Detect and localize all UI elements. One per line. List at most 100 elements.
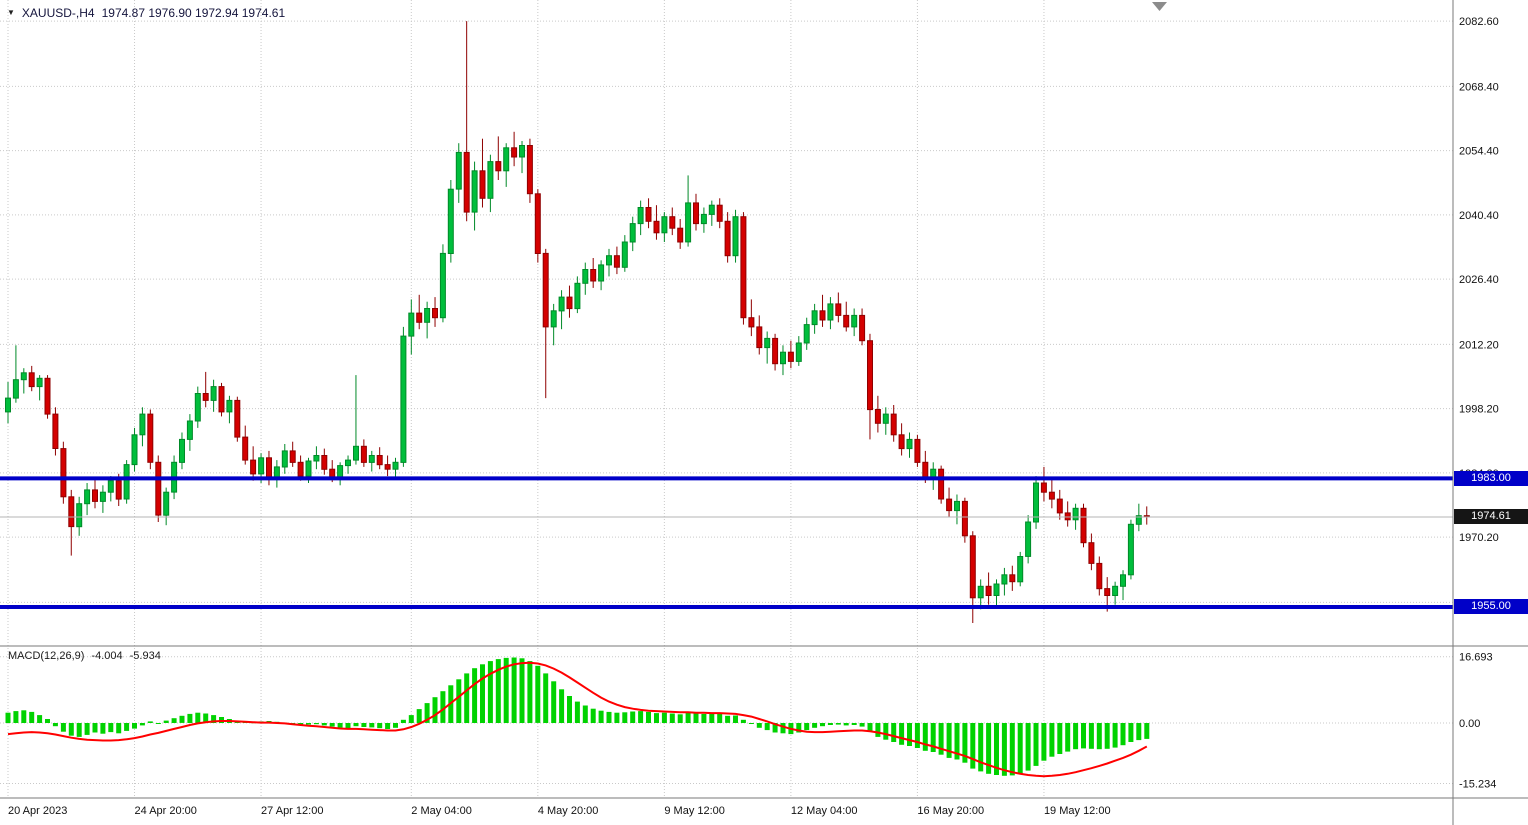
macd-histogram-bar xyxy=(1112,723,1118,748)
candle xyxy=(68,489,75,556)
candle-body xyxy=(645,207,652,222)
candle-body xyxy=(99,491,106,502)
candle-body xyxy=(787,351,794,362)
candle xyxy=(123,460,130,504)
candle xyxy=(938,465,945,504)
candle-body xyxy=(107,480,114,493)
candle xyxy=(1017,551,1024,587)
candle xyxy=(273,460,280,488)
candle-body xyxy=(1112,585,1119,596)
candle xyxy=(843,301,850,332)
candle-body xyxy=(914,438,921,463)
candle-body xyxy=(226,399,233,413)
candle-body xyxy=(44,377,51,415)
candle-body xyxy=(20,372,27,381)
macd-histogram-bar xyxy=(440,691,446,723)
candle-body xyxy=(756,326,763,349)
macd-histogram-bar xyxy=(1041,723,1047,761)
candle xyxy=(368,450,375,472)
time-axis-label: 2 May 04:00 xyxy=(411,805,472,817)
candle-body xyxy=(661,216,668,234)
candle-body xyxy=(590,269,597,282)
candle xyxy=(463,21,470,222)
candle xyxy=(724,212,731,263)
candle-body xyxy=(898,434,905,450)
candle-body xyxy=(345,459,351,467)
macd-histogram-bar xyxy=(1136,723,1142,741)
candle xyxy=(613,246,620,275)
macd-histogram-bar xyxy=(37,715,43,723)
candle-body xyxy=(1096,562,1103,590)
candle xyxy=(621,235,628,272)
candle-body xyxy=(234,399,241,438)
candle xyxy=(550,303,557,346)
time-axis-label: 24 Apr 20:00 xyxy=(135,805,197,817)
macd-histogram-bar xyxy=(733,715,738,723)
candle xyxy=(28,365,35,392)
macd-histogram-bar xyxy=(179,715,185,723)
candle-body xyxy=(946,498,953,512)
candle xyxy=(392,457,399,479)
macd-histogram-bar xyxy=(424,703,430,723)
macd-histogram-bar xyxy=(321,723,327,726)
macd-histogram-bar xyxy=(139,723,145,726)
candle-body xyxy=(558,296,565,312)
candle-body xyxy=(566,296,573,310)
candle-body xyxy=(669,216,676,229)
candle xyxy=(590,258,597,288)
candle-body xyxy=(432,308,438,319)
macd-histogram-bar xyxy=(638,711,644,723)
macd-histogram-bar xyxy=(994,723,999,775)
macd-histogram-bar xyxy=(68,723,74,736)
candle xyxy=(5,382,11,424)
macd-histogram-bar xyxy=(859,723,865,727)
macd-histogram-bar xyxy=(899,723,905,745)
candle-body xyxy=(503,147,510,172)
macd-histogram-bar xyxy=(385,723,391,729)
macd-histogram-bar xyxy=(764,723,770,731)
candle xyxy=(179,432,185,470)
candle-body xyxy=(772,337,779,365)
macd-histogram-bar xyxy=(345,723,351,729)
candle-body xyxy=(92,489,98,502)
candle-body xyxy=(258,457,265,475)
macd-histogram-bar xyxy=(835,723,841,725)
macd-histogram-bar xyxy=(907,723,912,746)
candle-body xyxy=(867,340,873,411)
macd-histogram-bar xyxy=(701,713,707,723)
candle xyxy=(163,487,170,526)
price-axis-label: 2012.20 xyxy=(1459,339,1499,351)
candle-body xyxy=(250,459,257,475)
shift-marker-icon[interactable] xyxy=(1152,2,1167,11)
candle xyxy=(827,297,834,330)
support-price-badge: 1955.00 xyxy=(1454,599,1528,615)
macd-histogram-bar xyxy=(1096,723,1102,750)
candle xyxy=(218,382,225,417)
price-axis-label: 2026.40 xyxy=(1459,274,1499,286)
macd-histogram-bar xyxy=(92,723,98,733)
candle-body xyxy=(155,461,162,516)
macd-histogram-bar xyxy=(171,718,177,723)
macd-histogram-bar xyxy=(543,673,549,723)
candle-body xyxy=(384,464,391,470)
price-axis[interactable] xyxy=(1453,0,1528,798)
candle xyxy=(432,297,438,327)
macd-histogram-bar xyxy=(29,711,35,723)
candle-body xyxy=(76,503,83,528)
macd-histogram-bar xyxy=(5,712,11,723)
candle-body xyxy=(993,583,1000,596)
macd-histogram-bar xyxy=(709,713,715,723)
macd-histogram-bar xyxy=(606,711,612,723)
candle xyxy=(851,308,858,337)
candle-body xyxy=(780,351,786,365)
candle-body xyxy=(447,188,454,254)
candle-body xyxy=(732,216,739,257)
candle xyxy=(906,432,913,458)
macd-histogram-bar xyxy=(1120,723,1126,746)
time-axis[interactable] xyxy=(0,798,1528,825)
candle-body xyxy=(36,377,43,388)
macd-histogram-bar xyxy=(914,723,920,748)
candle xyxy=(20,368,27,394)
candle xyxy=(795,336,802,366)
